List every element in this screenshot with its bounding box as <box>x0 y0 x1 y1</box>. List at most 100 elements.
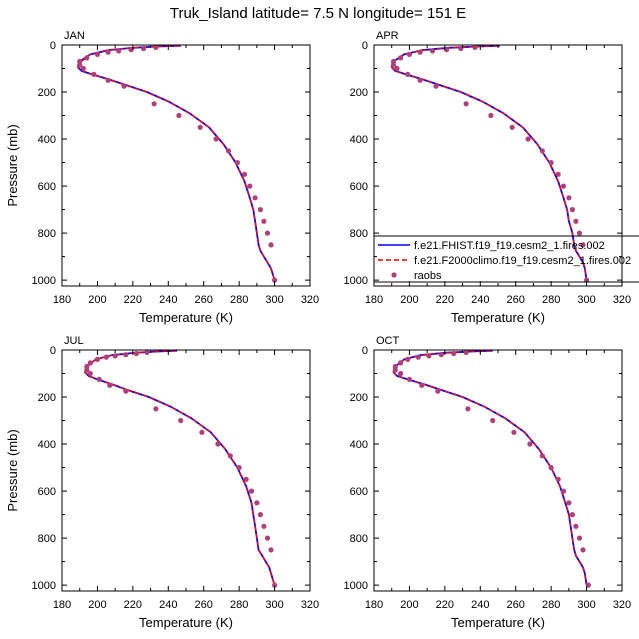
raobs-point <box>390 62 397 68</box>
raobs-point <box>463 349 469 355</box>
raobs-point <box>580 547 586 553</box>
raobs-point <box>433 83 439 89</box>
x-tick-label: 240 <box>159 599 177 611</box>
raobs-point <box>87 360 93 366</box>
raobs-point <box>555 171 561 177</box>
raobs-point <box>227 453 233 459</box>
raobs-point <box>264 230 271 236</box>
x-tick-label: 260 <box>195 294 213 306</box>
raobs-point <box>236 465 242 471</box>
x-tick-label: 320 <box>301 294 319 306</box>
panels: 180 200 220 240 260 280 300 320 0 200 400 600 800 100… <box>5 30 631 630</box>
raobs-point <box>509 124 515 130</box>
raobs-point <box>272 582 278 588</box>
raobs-point <box>472 44 478 51</box>
y-tick-label: 0 <box>50 40 56 52</box>
raobs-point <box>123 388 129 394</box>
x-tick-label: 220 <box>124 599 142 611</box>
panel-label: JUL <box>64 335 84 347</box>
raobs-point <box>406 376 412 382</box>
x-tick-label: 180 <box>365 599 383 611</box>
panel-jul: 180 200 220 240 260 280 300 320 0 200 400 600 800 100… <box>5 335 319 630</box>
raobs-point <box>178 417 184 424</box>
raobs-point <box>151 101 157 107</box>
y-tick-label: 800 <box>38 228 56 240</box>
x-tick-label: 320 <box>613 599 631 611</box>
y-tick-label: 800 <box>38 533 56 545</box>
raobs-point <box>84 55 90 61</box>
y-tick-label: 1000 <box>344 275 368 287</box>
raobs-point <box>573 218 579 224</box>
raobs-point <box>94 356 100 362</box>
x-tick-label: 300 <box>265 599 283 611</box>
raobs-point <box>268 547 274 553</box>
raobs-point <box>398 360 404 366</box>
raobs-point <box>197 124 203 130</box>
x-tick-label: 260 <box>195 599 213 611</box>
raobs-point <box>91 71 97 77</box>
raobs-point <box>94 51 100 58</box>
x-tick-label: 260 <box>507 294 525 306</box>
raobs-point <box>539 148 545 154</box>
y-tick-label: 800 <box>350 228 368 240</box>
x-tick-label: 240 <box>159 294 177 306</box>
raobs-point <box>225 148 232 154</box>
y-tick-label: 400 <box>38 439 56 451</box>
x-axis-label: Temperature (K) <box>451 310 545 325</box>
raobs-point <box>241 171 248 177</box>
raobs-point <box>488 112 494 119</box>
raobs-point <box>133 350 139 357</box>
raobs-point <box>140 45 147 52</box>
raobs-point <box>84 367 90 373</box>
raobs-point <box>105 77 111 83</box>
x-tick-label: 220 <box>436 294 454 306</box>
raobs-point <box>153 44 159 51</box>
x-tick-label: 180 <box>53 599 71 611</box>
x-tick-label: 200 <box>88 599 106 611</box>
panel-jan: 180 200 220 240 260 280 300 320 0 200 400 600 800 100… <box>5 30 319 325</box>
y-tick-label: 600 <box>350 486 368 498</box>
raobs-point <box>560 488 567 494</box>
raobs-point <box>463 101 469 107</box>
raobs-point <box>465 406 471 412</box>
y-tick-label: 600 <box>38 181 56 193</box>
raobs-point <box>569 207 576 213</box>
raobs-point <box>199 429 205 435</box>
x-tick-label: 180 <box>365 294 383 306</box>
raobs-point <box>576 535 583 541</box>
x-tick-label: 180 <box>53 294 71 306</box>
x-tick-label: 200 <box>88 294 106 306</box>
raobs-point <box>555 476 561 482</box>
fhist-line <box>84 349 276 586</box>
raobs-point <box>417 49 423 55</box>
legend-label: raobs <box>414 270 442 282</box>
x-tick-label: 200 <box>400 599 418 611</box>
raobs-point <box>123 352 129 358</box>
x-tick-label: 260 <box>507 599 525 611</box>
y-axis-label: Pressure (mb) <box>5 429 20 511</box>
plot-frame <box>61 44 311 287</box>
x-tick-label: 280 <box>542 599 560 611</box>
legend: f.e21.FHIST.f19_f19.cesm2_1.fires.002 f.e… <box>374 235 639 283</box>
raobs-point <box>566 500 572 506</box>
raobs-point <box>438 352 444 358</box>
panel-label: OCT <box>376 335 400 347</box>
plot-frame <box>373 349 623 592</box>
x-axis-label: Temperature (K) <box>139 310 233 325</box>
raobs-point <box>213 136 219 142</box>
raobs-point <box>247 183 253 189</box>
raobs-point <box>248 488 255 494</box>
raobs-point <box>272 277 278 283</box>
raobs-point <box>584 277 590 283</box>
raobs-point <box>490 417 496 424</box>
raobs-point <box>144 349 150 355</box>
legend-label: f.e21.FHIST.f19_f19.cesm2_1.fires.002 <box>414 240 605 252</box>
x-tick-label: 220 <box>124 294 142 306</box>
raobs-point <box>576 230 583 236</box>
raobs-point <box>394 65 400 72</box>
x-tick-label: 280 <box>230 294 248 306</box>
raobs-point <box>527 441 533 447</box>
raobs-point <box>77 62 83 68</box>
y-tick-label: 200 <box>38 392 56 404</box>
panel-apr: 180 200 220 240 260 280 300 320 0 200 400 600 800 100… <box>344 30 632 325</box>
